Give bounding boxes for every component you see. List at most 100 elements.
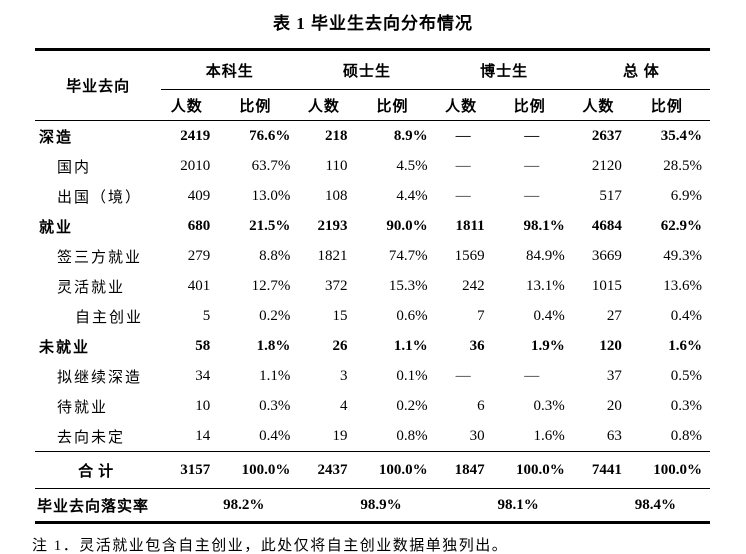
placement-rate-label: 毕业去向落实率 [37,498,150,515]
cell-value: 110 [325,157,348,174]
cell-value: 19 [332,427,348,444]
cell-value: 7 [477,307,485,324]
row-label: 签三方就业 [57,249,143,266]
row-label: 深造 [39,129,74,146]
cell-value: 13.0% [251,187,291,204]
cell-value: 26 [332,337,348,354]
subheader-ratio: 比例 [230,89,299,121]
cell-value: 4 [339,397,348,414]
cell-value: 0.3% [259,397,291,414]
cell-value: 8.8% [259,247,291,264]
cell-value: 1015 [591,277,622,294]
cell-value: 2120 [591,157,622,174]
cell-value: 27 [606,307,622,324]
subheader-ratio: 比例 [641,89,710,121]
cell-value: 409 [187,187,211,204]
cell-value: 74.7% [388,247,428,264]
cell-value: 4.5% [396,157,428,174]
cell-value: — [524,367,540,384]
row-label: 自主创业 [75,309,144,326]
cell-value: 4684 [591,217,622,234]
cell-value: 58 [195,337,211,354]
row-label: 就业 [39,219,74,236]
cell-value: 21.5% [249,217,291,234]
cell-value: 63 [606,427,622,444]
cell-value: 35.4% [660,127,702,144]
cell-value: 0.8% [670,427,702,444]
row-label: 出国（境） [57,189,143,206]
table-row: 就业 680 21.5% 2193 90.0% 1811 98.1% 4684 … [35,211,710,241]
cell-value: 242 [462,277,485,294]
cell-value: 62.9% [660,217,702,234]
cell-value: 90.0% [386,217,428,234]
cell-value: 0.4% [259,427,291,444]
cell-value: 34 [195,367,211,384]
column-group-total: 总 体 [572,49,710,90]
cell-value: 1.6% [533,427,565,444]
cell-value: 6.9% [670,187,702,204]
column-group-undergraduate: 本科生 [161,49,299,90]
total-label: 合计 [35,451,162,489]
row-label: 灵活就业 [57,279,126,296]
cell-value: 84.9% [526,247,565,264]
cell-value: 0.6% [396,307,428,324]
row-label: 国内 [57,159,92,176]
cell-value: 15 [332,307,348,324]
cell-value: 2419 [180,127,211,144]
cell-value: 2637 [591,127,622,144]
cell-value: 2193 [317,217,348,234]
cell-value: 401 [187,277,211,294]
table-title: 表 1 毕业生去向分布情况 [273,14,473,33]
cell-value: 2437 [298,451,368,489]
row-label: 去向未定 [57,429,126,446]
row-label: 未就业 [39,339,91,356]
table-row: 灵活就业 401 12.7% 372 15.3% 242 13.1% 1015 … [35,271,710,301]
subheader-count: 人数 [435,89,505,121]
cell-value: 108 [324,187,348,204]
cell-value: — [455,127,471,144]
cell-value: 37 [606,367,622,384]
cell-value: 30 [469,427,485,444]
cell-value: 0.4% [533,307,565,324]
cell-value: 1.9% [531,337,565,354]
cell-value: 1821 [317,247,348,264]
column-group-doctoral: 博士生 [435,49,573,90]
cell-value: 1.1% [393,337,428,354]
table-footnote: 注 1．灵活就业包含自主创业，此处仅将自主创业数据单独列出。 [32,538,509,554]
cell-value: — [455,157,471,174]
cell-value: 76.6% [249,127,291,144]
cell-value: 100.0% [230,451,299,489]
cell-value: 0.3% [533,397,565,414]
cell-value: 28.5% [663,157,702,174]
cell-value: 7441 [572,451,642,489]
cell-value: 0.3% [670,397,702,414]
cell-value: 5 [202,307,211,324]
cell-value: 2010 [180,157,211,174]
table-row: 出国（境） 409 13.0% 108 4.4% — — 517 6.9% [35,181,710,211]
cell-value: 10 [195,397,211,414]
cell-value: 1847 [435,451,505,489]
cell-value: 20 [606,397,622,414]
subheader-count: 人数 [161,89,231,121]
placement-rate-value: 98.9% [360,496,402,513]
total-row: 合计 3157 100.0% 2437 100.0% 1847 100.0% 7… [35,451,710,489]
placement-rate-row: 毕业去向落实率 98.2% 98.9% 98.1% 98.4% [35,489,710,523]
cell-value: 12.7% [251,277,291,294]
cell-value: 279 [187,247,211,264]
cell-value: — [455,367,471,384]
cell-value: 100.0% [504,451,573,489]
subheader-count: 人数 [572,89,642,121]
cell-value: — [524,187,540,204]
table-row: 去向未定 14 0.4% 19 0.8% 30 1.6% 63 0.8% [35,421,710,452]
cell-value: 100.0% [641,451,710,489]
row-label: 拟继续深造 [57,369,143,386]
cell-value: 0.2% [396,397,428,414]
cell-value: 218 [324,127,348,144]
subheader-ratio: 比例 [504,89,573,121]
table-row: 拟继续深造 34 1.1% 3 0.1% — — 37 0.5% [35,361,710,391]
cell-value: 680 [187,217,211,234]
cell-value: 98.1% [523,217,565,234]
cell-value: 3669 [591,247,622,264]
cell-value: 15.3% [388,277,428,294]
cell-value: 13.6% [663,277,702,294]
